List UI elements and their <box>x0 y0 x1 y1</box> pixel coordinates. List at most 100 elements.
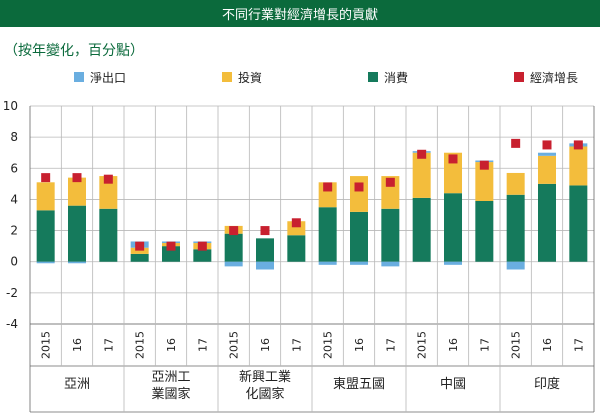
year-label: 17 <box>102 338 115 352</box>
year-label: 17 <box>196 338 209 352</box>
group-label: 新興工業 <box>239 369 291 385</box>
year-label: 2015 <box>322 331 335 359</box>
gdp-growth-marker <box>166 241 176 251</box>
gdp-growth-marker <box>291 218 301 228</box>
gdp-growth-marker <box>72 173 82 183</box>
legend-swatch <box>368 72 378 82</box>
bar-investment <box>350 176 368 212</box>
group-label: 印度 <box>534 376 560 392</box>
y-tick-label: 0 <box>10 255 18 269</box>
year-label: 16 <box>353 338 366 352</box>
legend-label: 經濟增長 <box>530 70 578 85</box>
bar-consumption <box>381 208 400 262</box>
bar-consumption <box>68 205 86 262</box>
group-label: 亞洲工 <box>151 370 190 385</box>
gdp-growth-marker <box>229 226 239 236</box>
bar-net-exports <box>538 152 556 156</box>
y-tick-label: -2 <box>6 286 18 300</box>
gdp-growth-marker <box>511 138 521 148</box>
gdp-growth-marker <box>41 173 51 183</box>
group-label: 中國 <box>440 377 466 392</box>
bar-consumption <box>36 210 55 262</box>
bar-net-exports <box>318 261 337 265</box>
year-label: 2015 <box>40 331 53 359</box>
legend-swatch <box>74 72 84 82</box>
bar-consumption <box>256 238 274 262</box>
bar-consumption <box>475 200 494 262</box>
year-label: 2015 <box>134 331 147 359</box>
y-tick-label: 2 <box>10 224 18 238</box>
legend-label: 淨出口 <box>90 71 126 85</box>
bar-consumption <box>318 207 337 262</box>
gdp-growth-marker <box>354 182 364 192</box>
year-label: 17 <box>478 338 491 352</box>
year-label: 2015 <box>510 331 523 359</box>
y-tick-label: 10 <box>3 99 18 113</box>
bar-investment <box>506 172 525 195</box>
bar-net-exports <box>36 261 55 264</box>
gdp-growth-marker <box>135 241 145 251</box>
bar-investment <box>538 155 556 184</box>
year-label: 17 <box>290 338 303 352</box>
gdp-growth-marker <box>260 226 270 236</box>
gdp-growth-marker <box>385 177 395 187</box>
bar-investment <box>412 152 431 198</box>
legend-swatch <box>222 72 232 82</box>
gdp-growth-marker <box>417 149 427 159</box>
bar-consumption <box>506 194 525 262</box>
year-label: 2015 <box>416 331 429 359</box>
bar-consumption <box>130 253 149 262</box>
bar-net-exports <box>444 261 462 265</box>
gdp-growth-marker <box>197 241 207 251</box>
bar-consumption <box>224 233 243 262</box>
bar-consumption <box>99 208 118 262</box>
bar-consumption <box>412 197 431 262</box>
bar-investment <box>130 247 149 254</box>
year-label: 16 <box>71 338 84 352</box>
year-label: 16 <box>541 338 554 352</box>
bar-net-exports <box>256 261 274 270</box>
year-label: 16 <box>447 338 460 352</box>
chart-title: 不同行業對經濟增長的貢獻 <box>221 8 378 23</box>
bar-net-exports <box>68 261 86 264</box>
group-label: 化國家 <box>245 386 284 402</box>
bar-net-exports <box>224 261 243 267</box>
bar-consumption <box>569 185 588 262</box>
legend-label: 消費 <box>384 70 408 85</box>
group-label: 業國家 <box>151 386 190 402</box>
bar-investment <box>99 176 118 209</box>
chart-title-bar: 不同行業對經濟增長的貢獻 <box>0 0 600 27</box>
legend-label: 投資 <box>238 70 262 85</box>
bar-investment <box>68 177 86 206</box>
y-tick-label: 4 <box>10 192 18 206</box>
gdp-growth-marker <box>479 160 489 170</box>
bar-consumption <box>350 211 368 262</box>
gdp-growth-marker <box>103 174 113 184</box>
y-tick-label: -4 <box>6 317 18 331</box>
bar-net-exports <box>506 261 525 270</box>
y-tick-label: 6 <box>10 161 18 175</box>
gdp-growth-marker <box>542 140 552 150</box>
group-label: 亞洲 <box>64 377 90 392</box>
bar-consumption <box>193 249 212 262</box>
bar-investment <box>475 162 494 201</box>
y-tick-label: 8 <box>10 130 18 144</box>
gdp-growth-marker <box>448 154 458 164</box>
bar-consumption <box>538 183 556 262</box>
bar-investment <box>36 182 55 211</box>
group-label: 東盟五國 <box>333 376 385 392</box>
bar-net-exports <box>381 261 400 267</box>
chart-subtitle: （按年變化，百分點） <box>4 43 144 59</box>
year-label: 17 <box>384 338 397 352</box>
gdp-growth-marker <box>323 182 333 192</box>
year-label: 16 <box>259 338 272 352</box>
bar-consumption <box>287 235 306 262</box>
year-label: 2015 <box>228 331 241 359</box>
bar-consumption <box>444 193 462 262</box>
year-label: 16 <box>165 338 178 352</box>
bar-net-exports <box>350 261 368 265</box>
legend-swatch <box>514 72 524 82</box>
gdp-growth-marker <box>573 140 583 150</box>
year-label: 17 <box>572 338 585 352</box>
